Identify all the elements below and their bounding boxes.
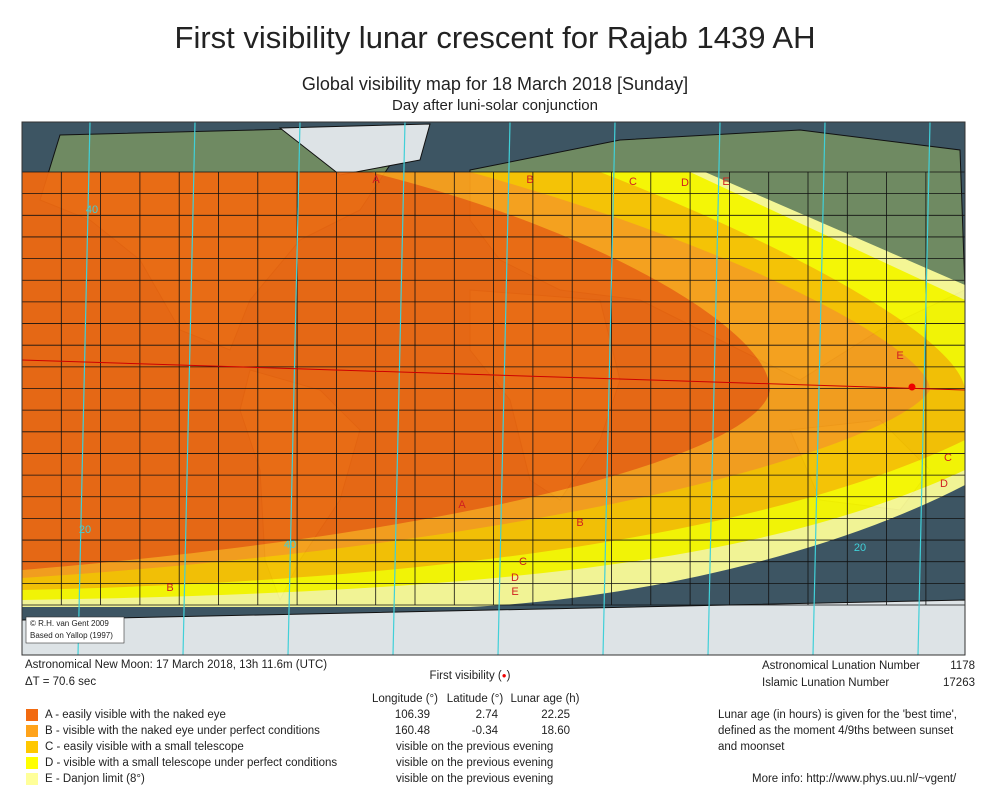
contour-label: 20 bbox=[79, 524, 91, 536]
zone-label: A bbox=[458, 499, 466, 511]
zone-label: B bbox=[526, 174, 533, 186]
zone-label: C bbox=[629, 176, 637, 188]
legend-swatch bbox=[26, 725, 38, 737]
first-visibility-marker: ● bbox=[502, 671, 507, 680]
antarctica bbox=[22, 599, 965, 655]
zone-label: D bbox=[511, 572, 519, 584]
zone-lunar-age: 18.60 bbox=[541, 725, 570, 737]
remark-line: Lunar age (in hours) is given for the 'b… bbox=[718, 709, 957, 721]
zone-label: C bbox=[519, 556, 527, 568]
zone-description: C - easily visible with a small telescop… bbox=[45, 741, 244, 753]
new-moon: Astronomical New Moon: 17 March 2018, 13… bbox=[25, 659, 327, 671]
zone-label: E bbox=[722, 176, 729, 188]
column-header: Latitude (°) bbox=[447, 693, 504, 705]
zone-label: B bbox=[166, 582, 173, 594]
legend-swatch bbox=[26, 773, 38, 785]
zone-lunar-age: 22.25 bbox=[541, 709, 570, 721]
grid bbox=[22, 171, 965, 606]
ecliptic-line bbox=[22, 359, 965, 391]
contours bbox=[77, 122, 931, 655]
zone-longitude: 106.39 bbox=[395, 709, 430, 721]
first-visibility-text: ) bbox=[507, 670, 511, 682]
subtitle: Global visibility map for 18 March 2018 … bbox=[302, 74, 688, 94]
zone-label: E bbox=[511, 586, 518, 598]
contour-line bbox=[392, 122, 406, 655]
credit: Based on Yallop (1997) bbox=[30, 631, 113, 640]
first-visibility-dot bbox=[908, 383, 916, 391]
credit: © R.H. van Gent 2009 bbox=[30, 619, 109, 628]
contour-label: 20 bbox=[854, 542, 866, 554]
delta-t: ΔT = 70.6 sec bbox=[25, 676, 96, 688]
zone-label: E bbox=[896, 350, 903, 362]
contour-line bbox=[77, 122, 91, 655]
contour-line bbox=[707, 122, 721, 655]
contour-label: 40 bbox=[86, 204, 98, 216]
zone-a bbox=[22, 172, 770, 570]
legend: Astronomical New Moon: 17 March 2018, 13… bbox=[25, 659, 975, 785]
zone-longitude: 160.48 bbox=[395, 725, 430, 737]
more-info: More info: http://www.phys.uu.nl/~vgent/ bbox=[752, 773, 957, 785]
zone-label: D bbox=[940, 478, 948, 490]
map-frame bbox=[21, 121, 966, 656]
zone-label: C bbox=[944, 452, 952, 464]
lunation-label: Astronomical Lunation Number bbox=[762, 660, 920, 672]
zone-label: A bbox=[372, 174, 380, 186]
credits-box bbox=[25, 616, 125, 644]
legend-swatch bbox=[26, 757, 38, 769]
zone-latitude: -0.34 bbox=[472, 725, 499, 737]
legend-swatch bbox=[26, 741, 38, 753]
zone-description: D - visible with a small telescope under… bbox=[45, 757, 337, 769]
contour-line bbox=[812, 122, 826, 655]
contour-line bbox=[497, 122, 511, 655]
remark-line: defined as the moment 4/9ths between sun… bbox=[718, 725, 954, 737]
zone-label: B bbox=[576, 517, 583, 529]
contour-label: 40 bbox=[284, 539, 296, 551]
remark-line: and moonset bbox=[718, 741, 785, 753]
zone-description: B - visible with the naked eye under per… bbox=[45, 725, 320, 737]
zone-label: D bbox=[681, 177, 689, 189]
zone-note: visible on the previous evening bbox=[396, 741, 553, 753]
column-header: Lunar age (h) bbox=[510, 693, 579, 705]
lunation-value: 17263 bbox=[943, 677, 975, 689]
column-header: Longitude (°) bbox=[372, 693, 438, 705]
contour-line bbox=[602, 122, 616, 655]
contour-line bbox=[287, 122, 301, 655]
zone-note: visible on the previous evening bbox=[396, 773, 553, 785]
greenland bbox=[278, 123, 431, 176]
first-visibility: First visibility (●) bbox=[430, 670, 511, 682]
contour-line bbox=[182, 122, 196, 655]
lunation-value: 1178 bbox=[950, 660, 975, 672]
zone-description: A - easily visible with the naked eye bbox=[45, 709, 226, 721]
zone-description: E - Danjon limit (8°) bbox=[45, 773, 145, 785]
lunation-label: Islamic Lunation Number bbox=[762, 677, 889, 689]
first-visibility-text: First visibility ( bbox=[430, 670, 502, 682]
zone-note: visible on the previous evening bbox=[396, 757, 553, 769]
note: Day after luni-solar conjunction bbox=[392, 97, 598, 114]
legend-swatch bbox=[26, 709, 38, 721]
zone-latitude: 2.74 bbox=[476, 709, 499, 721]
title: First visibility lunar crescent for Raja… bbox=[175, 20, 816, 55]
